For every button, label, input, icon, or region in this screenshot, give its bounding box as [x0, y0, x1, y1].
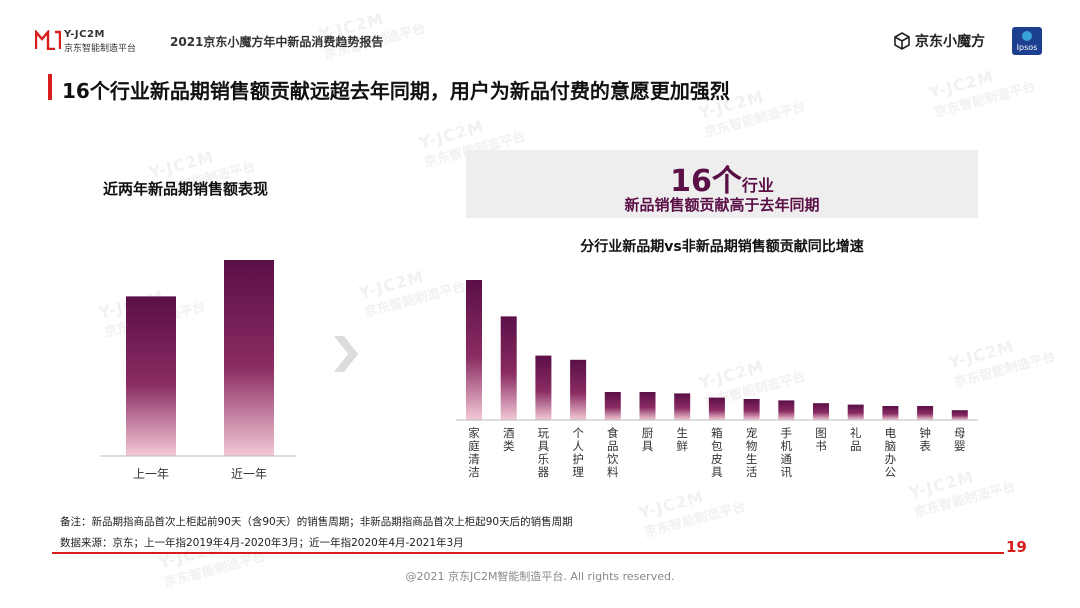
left-bar-chart: 上一年 近一年: [100, 260, 296, 481]
bar: [882, 406, 899, 420]
jd-brand-logo: 京东小魔方: [893, 30, 985, 52]
x-tick-label: 上一年: [133, 467, 169, 481]
bar: [917, 406, 934, 420]
bar: [847, 404, 864, 420]
bar: [708, 397, 725, 420]
watermark-line: Y-JC2M: [926, 66, 997, 103]
bar: [570, 359, 587, 420]
bar: [951, 410, 968, 420]
x-tick-label: 箱包皮具: [711, 426, 723, 479]
report-title: 2021京东小魔方年中新品消费趋势报告: [170, 35, 384, 49]
highlight-number: 16个: [670, 164, 742, 199]
watermark-line: 京东智能制造平台: [362, 279, 468, 321]
bar: [813, 403, 829, 420]
title-accent-bar: [48, 74, 52, 100]
bar: [466, 280, 482, 420]
bar: [778, 400, 795, 420]
highlight-box: 16个行业 新品销售额贡献高于去年同期: [466, 150, 978, 218]
x-tick-label: 钟表: [919, 426, 931, 453]
right-chart-title: 分行业新品期vs非新品期销售额贡献同比增速: [580, 239, 864, 255]
highlight-number-line: 16个行业: [466, 156, 978, 200]
x-tick-label: 家庭清洁: [468, 426, 480, 479]
x-tick-label: 宠物生活: [746, 426, 758, 479]
chevron-right-icon: [334, 336, 358, 372]
x-tick-label: 礼品: [850, 426, 862, 453]
x-tick-label: 图书: [815, 426, 827, 453]
ipsos-dot-icon: [1022, 31, 1032, 41]
x-tick-label: 个人护理: [572, 426, 584, 479]
ipsos-text: Ipsos: [1016, 43, 1038, 52]
copyright: @2021 京东JC2M智能制造平台. All rights reserved.: [405, 570, 675, 583]
watermark-line: Y-JC2M: [416, 116, 487, 153]
x-tick-label: 母婴: [954, 426, 966, 453]
x-tick-label: 厨具: [642, 426, 654, 453]
x-tick-label: 电脑办公: [885, 426, 897, 479]
watermark-line: Y-JC2M: [146, 146, 217, 183]
watermark-line: Y-JC2M: [356, 266, 427, 303]
bar: [604, 392, 621, 420]
logo-subtext: 京东智能制造平台: [64, 44, 137, 54]
ipsos-logo: Ipsos: [1012, 27, 1042, 55]
x-tick-label: 食品饮料: [607, 426, 619, 479]
page-number: 19: [1006, 538, 1027, 556]
jd-brand-text: 京东小魔方: [915, 34, 985, 50]
left-chart-title: 近两年新品期销售额表现: [103, 180, 269, 198]
x-tick-label: 手机通讯: [781, 426, 793, 479]
bar: [639, 392, 656, 420]
bar: [535, 355, 552, 420]
bar: [674, 393, 691, 420]
page-title: 16个行业新品期销售额贡献远超去年同期，用户为新品付费的意愿更加强烈: [62, 79, 730, 103]
highlight-text: 新品销售额贡献高于去年同期: [624, 196, 820, 214]
bar: [500, 316, 517, 420]
jc2m-logo-icon: [35, 30, 61, 50]
highlight-unit: 行业: [741, 176, 774, 195]
data-source: 数据来源：京东；上一年指2019年4月-2020年3月；近一年指2020年4月-…: [60, 537, 464, 549]
x-tick-label: 玩具乐器: [538, 426, 550, 479]
watermark-line: 京东智能制造平台: [932, 79, 1038, 121]
footer-divider: [52, 552, 1004, 554]
logo-text: Y-JC2M: [64, 29, 105, 40]
x-tick-label: 生鲜: [676, 426, 688, 453]
bar: [743, 399, 760, 420]
bar: [126, 296, 176, 456]
bar: [224, 260, 274, 456]
slide-header: Y-JC2M 京东智能制造平台 2021京东小魔方年中新品消费趋势报告 京东小魔…: [0, 0, 1080, 60]
x-tick-label: 酒类: [503, 426, 515, 453]
x-tick-label: 近一年: [231, 467, 267, 481]
cube-icon: [894, 32, 910, 50]
footnote: 备注：新品期指商品首次上柜起前90天（含90天）的销售周期；非新品期指商品首次上…: [60, 516, 573, 528]
watermark-line: 京东智能制造平台: [642, 499, 748, 541]
